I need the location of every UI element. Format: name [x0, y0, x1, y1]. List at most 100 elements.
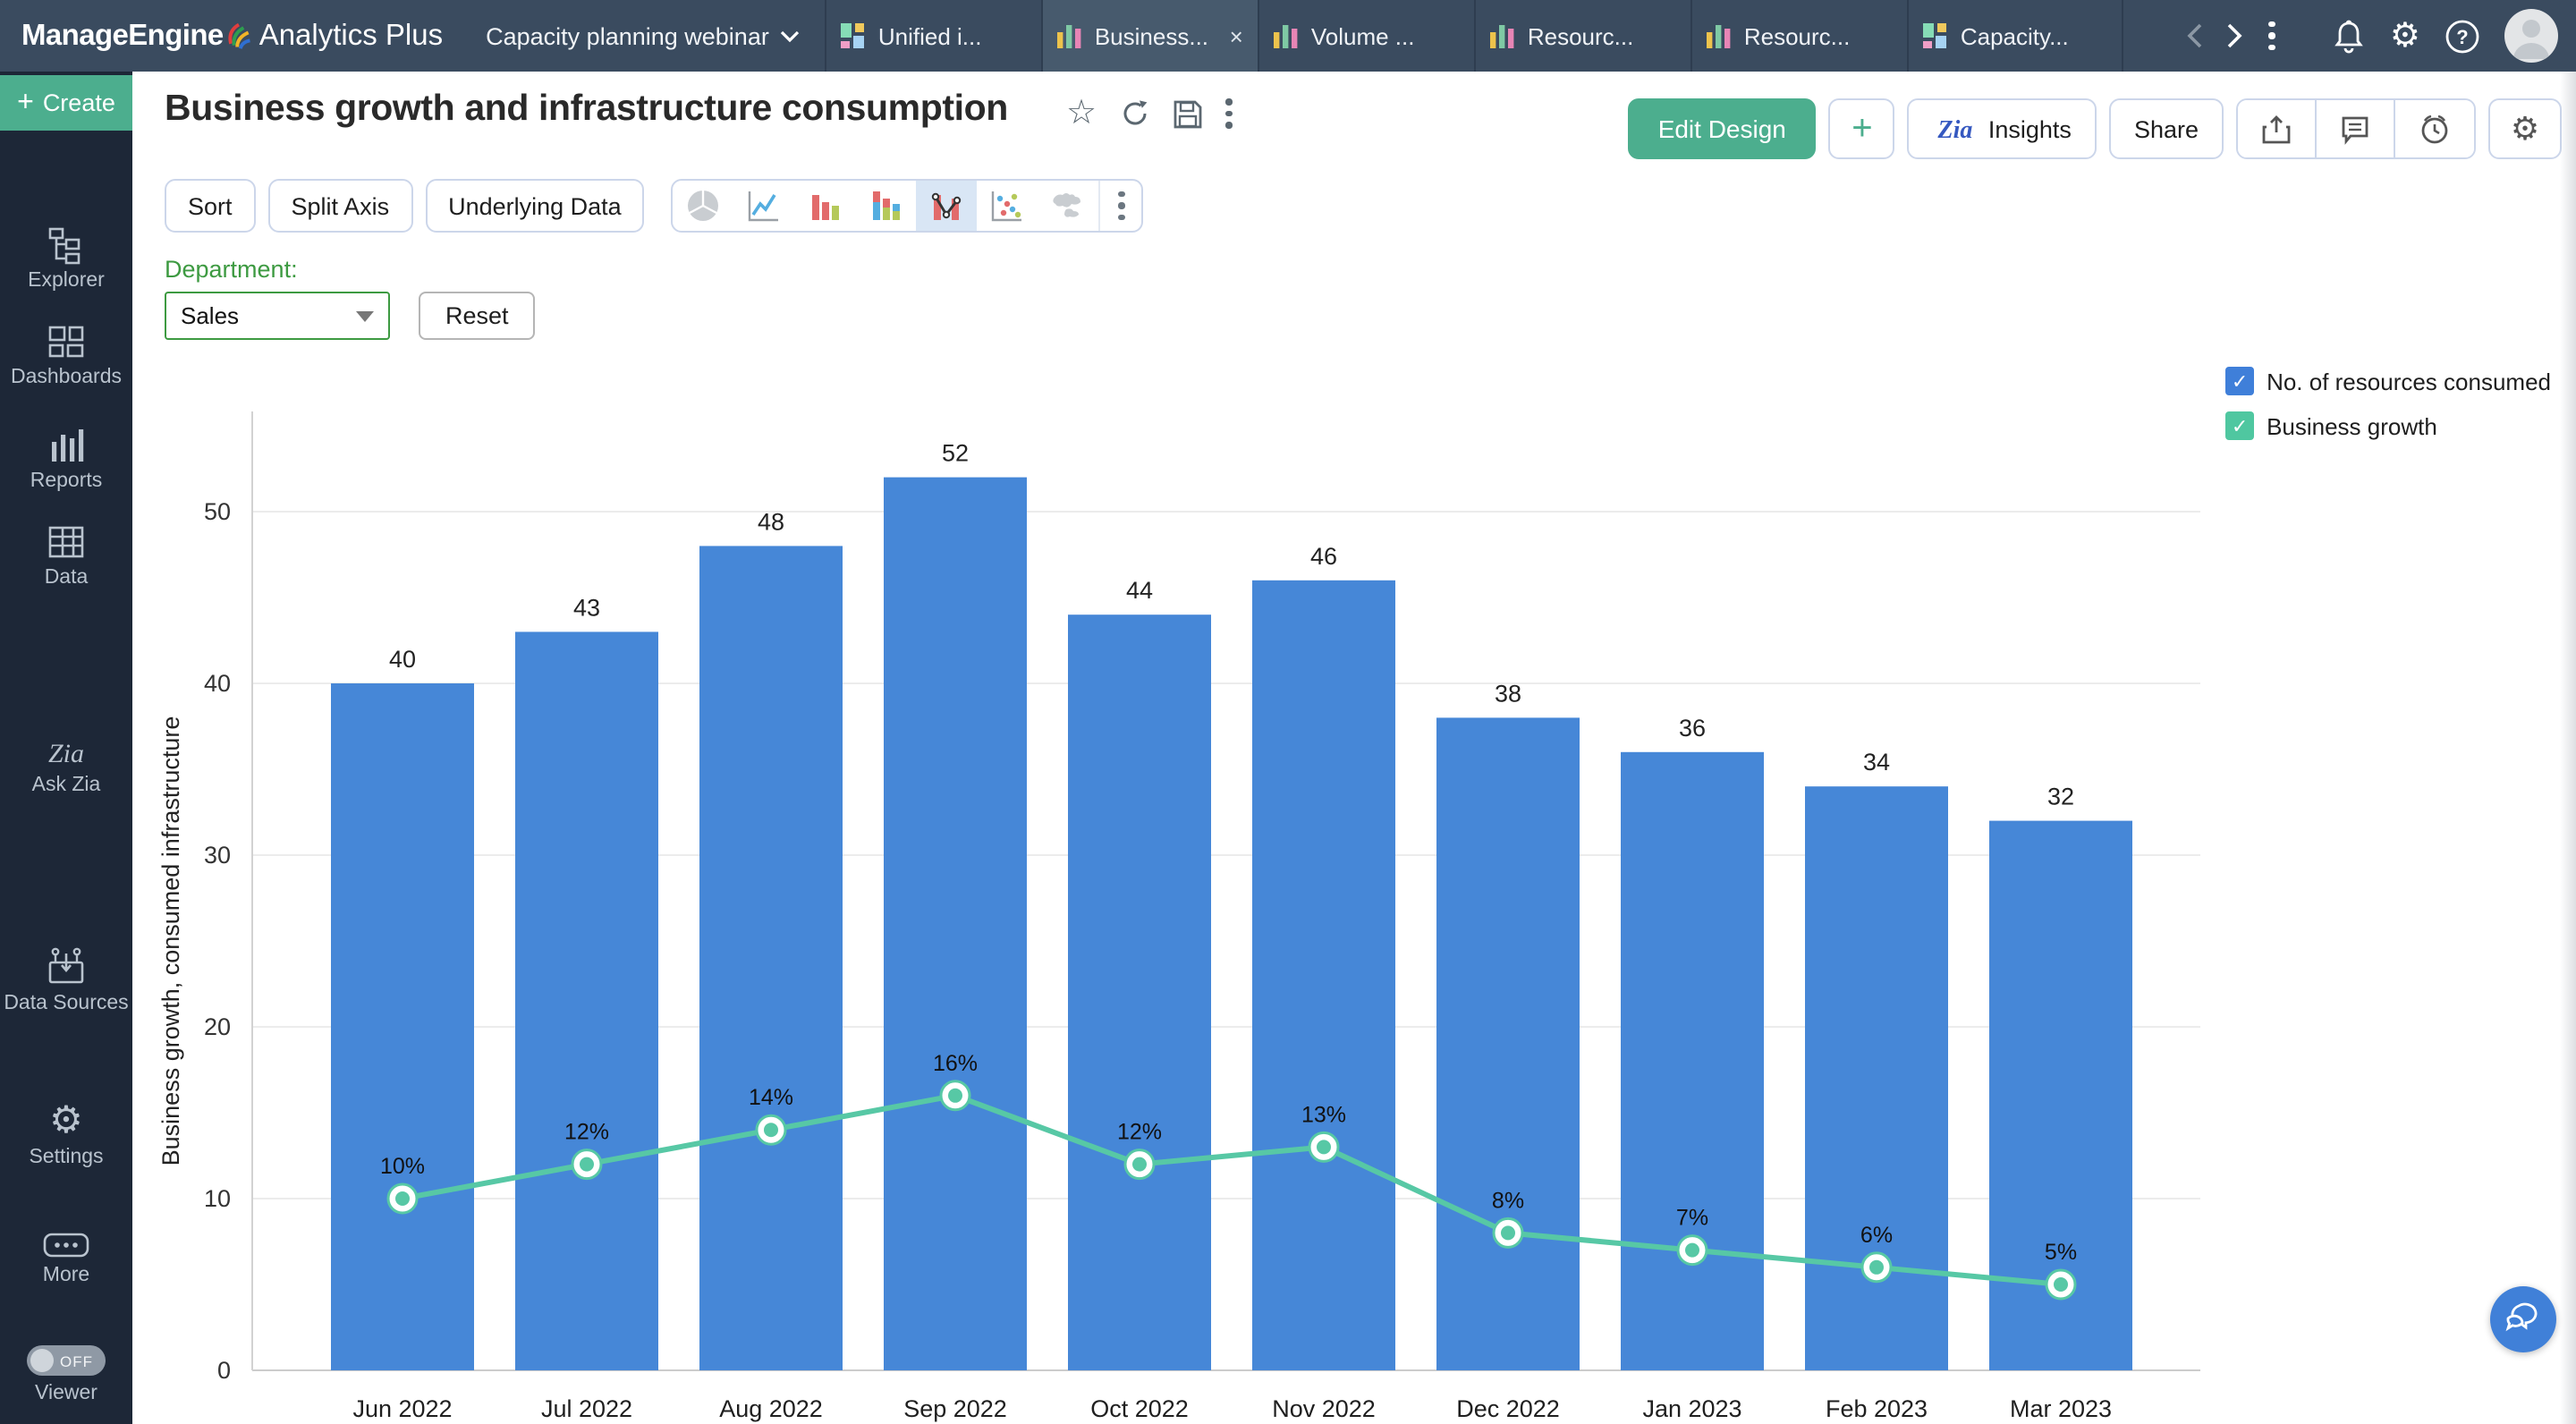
- manageengine-logo: ManageEngine Analytics Plus: [21, 19, 443, 53]
- title-kebab-icon[interactable]: [1225, 98, 1233, 129]
- bar-dec-2022[interactable]: [1436, 717, 1580, 1370]
- history-forward-icon[interactable]: [2228, 23, 2244, 48]
- bar-jan-2023[interactable]: [1621, 751, 1764, 1370]
- line-value-jun-2022: 10%: [380, 1154, 425, 1179]
- bar-nov-2022[interactable]: [1252, 580, 1395, 1370]
- bar-value-mar-2023: 32: [2047, 784, 2074, 810]
- alerts-clock-icon[interactable]: [2395, 100, 2474, 157]
- svg-text:Zia: Zia: [1937, 116, 1973, 143]
- workspace-selector[interactable]: Capacity planning webinar: [486, 22, 800, 49]
- tab-label: Resourc...: [1743, 22, 1851, 49]
- chart-type-pie-icon[interactable]: [674, 181, 734, 231]
- sidebar-item-data[interactable]: Data: [0, 522, 132, 592]
- comments-icon[interactable]: [2317, 100, 2395, 157]
- insights-label: Insights: [1987, 115, 2072, 142]
- save-icon[interactable]: [1174, 99, 1202, 128]
- help-icon[interactable]: ?: [2445, 19, 2479, 53]
- sidebar-item-dashboards[interactable]: Dashboards: [0, 322, 132, 392]
- sidebar-item-explorer[interactable]: Explorer: [0, 225, 132, 295]
- chart-type-stacked-bar-icon[interactable]: [856, 181, 917, 231]
- line-value-nov-2022: 13%: [1301, 1102, 1346, 1127]
- department-select[interactable]: Sales: [165, 292, 390, 340]
- line-value-aug-2022: 14%: [749, 1085, 793, 1110]
- chart-type-scatter-icon[interactable]: [978, 181, 1038, 231]
- tab-resources-1[interactable]: Resourc...: [1473, 0, 1690, 72]
- plus-icon: +: [17, 87, 34, 117]
- chart-type-more-kebab-icon[interactable]: [1098, 181, 1142, 231]
- topbar-kebab-icon[interactable]: [2268, 21, 2275, 51]
- x-tick-nov-2022: Nov 2022: [1272, 1395, 1376, 1422]
- share-button[interactable]: Share: [2108, 98, 2224, 159]
- bar-aug-2022[interactable]: [699, 546, 843, 1370]
- chevron-down-icon: [780, 30, 799, 42]
- bar-jun-2022[interactable]: [331, 683, 474, 1370]
- edit-design-button[interactable]: Edit Design: [1627, 98, 1817, 159]
- legend-checkbox-checked[interactable]: ✓: [2225, 367, 2255, 395]
- tab-resources-2[interactable]: Resourc...: [1690, 0, 1907, 72]
- export-icon[interactable]: [2238, 100, 2317, 157]
- legend-item-resources[interactable]: ✓ No. of resources consumed: [2225, 367, 2551, 395]
- viewer-toggle-switch[interactable]: OFF: [27, 1345, 106, 1376]
- tab-unified[interactable]: Unified i...: [824, 0, 1041, 72]
- chart-type-line-icon[interactable]: [734, 181, 795, 231]
- line-marker-core: [1132, 1157, 1147, 1172]
- x-tick-feb-2023: Feb 2023: [1826, 1395, 1928, 1422]
- reports-bars-icon: [0, 426, 132, 465]
- chat-support-fab[interactable]: [2490, 1286, 2556, 1352]
- notifications-bell-icon[interactable]: [2333, 19, 2365, 53]
- chart-type-map-icon[interactable]: [1038, 181, 1099, 231]
- bar-sep-2022[interactable]: [884, 477, 1027, 1370]
- sidebar-item-ask-zia[interactable]: Zia Ask Zia: [0, 737, 132, 800]
- chart-type-bar-icon[interactable]: [795, 181, 856, 231]
- line-marker-core: [948, 1088, 962, 1103]
- legend-checkbox-checked[interactable]: ✓: [2225, 411, 2255, 440]
- legend-item-growth[interactable]: ✓ Business growth: [2225, 411, 2551, 440]
- tab-close-icon[interactable]: ×: [1229, 22, 1243, 49]
- favorite-star-icon[interactable]: ☆: [1066, 95, 1097, 132]
- tab-volume[interactable]: Volume ...: [1257, 0, 1474, 72]
- zia-icon: Zia: [0, 737, 132, 769]
- tab-capacity[interactable]: Capacity...: [1906, 0, 2123, 72]
- refresh-icon[interactable]: [1120, 98, 1150, 129]
- admin-gear-icon[interactable]: ⚙: [2389, 17, 2420, 55]
- bar-jul-2022[interactable]: [515, 631, 658, 1370]
- create-button[interactable]: + Create: [0, 75, 132, 131]
- tab-label: Resourc...: [1527, 22, 1634, 49]
- bar-value-jul-2022: 43: [573, 594, 600, 621]
- bar-value-oct-2022: 44: [1126, 577, 1153, 604]
- sidebar-item-settings[interactable]: ⚙ Settings: [0, 1101, 132, 1172]
- tab-business[interactable]: Business... ×: [1040, 0, 1258, 72]
- svg-text:Zia: Zia: [48, 739, 84, 768]
- viewer-mode-toggle[interactable]: OFF Viewer: [0, 1345, 132, 1408]
- line-marker-core: [395, 1191, 410, 1206]
- underlying-data-button[interactable]: Underlying Data: [425, 179, 645, 233]
- report-settings-gear-icon[interactable]: ⚙: [2488, 98, 2562, 159]
- user-avatar[interactable]: [2504, 9, 2558, 63]
- dashboard-icon: [1922, 23, 1946, 48]
- data-table-icon: [0, 522, 132, 562]
- bar-chart-icon: [1706, 25, 1731, 48]
- combo-chart: 0 10 20 30 40 50 Business growth, consumed inf…: [157, 411, 2200, 1422]
- history-back-icon[interactable]: [2187, 23, 2203, 48]
- svg-text:?: ?: [2456, 25, 2468, 47]
- x-tick-sep-2022: Sep 2022: [903, 1395, 1007, 1422]
- bar-chart-icon: [1489, 25, 1514, 48]
- line-value-mar-2023: 5%: [2045, 1240, 2077, 1265]
- reset-filter-button[interactable]: Reset: [419, 292, 536, 340]
- chart-type-combo-icon[interactable]: [916, 181, 978, 231]
- sidebar-item-reports[interactable]: Reports: [0, 426, 132, 496]
- split-axis-button[interactable]: Split Axis: [267, 179, 413, 233]
- bar-oct-2022[interactable]: [1068, 615, 1211, 1370]
- add-button[interactable]: +: [1828, 98, 1895, 159]
- line-marker-core: [1685, 1242, 1699, 1258]
- tab-label: Volume ...: [1310, 22, 1415, 49]
- x-tick-jul-2022: Jul 2022: [541, 1395, 632, 1422]
- sidebar-item-data-sources[interactable]: Data Sources: [0, 945, 132, 1018]
- insights-button[interactable]: Zia Insights: [1907, 98, 2097, 159]
- filter-label: Department:: [165, 256, 298, 283]
- sidebar-item-label: Dashboards: [10, 367, 122, 388]
- report-tools-group: [2236, 98, 2476, 159]
- sort-button[interactable]: Sort: [165, 179, 256, 233]
- sidebar-item-more[interactable]: More: [0, 1231, 132, 1290]
